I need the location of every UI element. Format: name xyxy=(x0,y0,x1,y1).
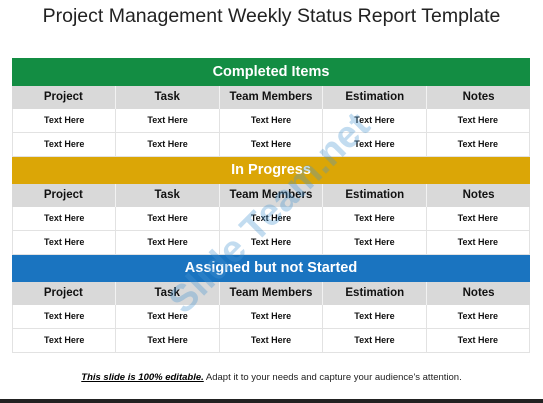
table-cell: Text Here xyxy=(220,207,324,230)
table-cell: Text Here xyxy=(220,109,324,132)
section-header: Assigned but not Started xyxy=(12,255,530,282)
table-row: Text Here Text Here Text Here Text Here … xyxy=(12,305,530,329)
table-cell: Text Here xyxy=(220,329,324,352)
table-cell: Text Here xyxy=(457,139,498,149)
table-cell: Text Here xyxy=(13,305,117,328)
table-cell: Text Here xyxy=(220,133,324,156)
section-completed: Completed Items Project Task Team Member… xyxy=(12,58,530,157)
column-header-task: Task xyxy=(116,86,220,109)
section-in-progress: In Progress Project Task Team Members Es… xyxy=(12,157,530,255)
table-row: Text Here Text Here Text Here Text Here … xyxy=(12,329,530,353)
column-header-row: Project Task Team Members Estimation Not… xyxy=(12,184,530,207)
table-cell: Text Here xyxy=(323,231,427,254)
table-cell: Text Here xyxy=(116,109,220,132)
table-row: Text Here Text Here Text Here Text Here … xyxy=(12,133,530,157)
column-header-project: Project xyxy=(12,86,116,109)
table-cell: Text Here xyxy=(220,305,324,328)
column-header-team-members: Team Members xyxy=(220,282,324,305)
column-header-estimation: Estimation xyxy=(323,184,428,207)
bottom-rule xyxy=(0,399,543,403)
column-header-project: Project xyxy=(12,282,116,305)
table-cell: Text Here xyxy=(13,231,117,254)
status-report-table: Completed Items Project Task Team Member… xyxy=(12,58,530,353)
table-cell: Text Here xyxy=(13,109,117,132)
table-cell: Text Here xyxy=(457,311,498,321)
table-cell: Text Here xyxy=(323,207,427,230)
table-cell: Text Here xyxy=(13,329,117,352)
column-header-estimation: Estimation xyxy=(323,86,428,109)
page-title: Project Management Weekly Status Report … xyxy=(42,5,501,27)
table-cell: Text Here xyxy=(116,231,220,254)
table-row: Text Here Text Here Text Here Text Here … xyxy=(12,109,530,133)
column-header-notes: Notes xyxy=(462,91,495,103)
table-cell: Text Here xyxy=(116,207,220,230)
column-header-team-members: Team Members xyxy=(220,184,324,207)
footer-text: Adapt it to your needs and capture your … xyxy=(203,372,462,383)
section-header: Completed Items xyxy=(12,58,530,86)
section-assigned-not-started: Assigned but not Started Project Task Te… xyxy=(12,255,530,353)
footer-emphasis: This slide is 100% editable. xyxy=(81,372,204,383)
table-row: Text Here Text Here Text Here Text Here … xyxy=(12,207,530,231)
table-cell: Text Here xyxy=(116,133,220,156)
column-header-notes: Notes xyxy=(462,189,495,201)
table-cell: Text Here xyxy=(457,237,498,247)
table-row: Text Here Text Here Text Here Text Here … xyxy=(12,231,530,255)
table-cell: Text Here xyxy=(116,329,220,352)
table-cell: Text Here xyxy=(457,213,498,223)
column-header-task: Task xyxy=(116,282,220,305)
table-cell: Text Here xyxy=(457,115,498,125)
table-cell: Text Here xyxy=(457,335,498,345)
column-header-task: Task xyxy=(116,184,220,207)
column-header-row: Project Task Team Members Estimation Not… xyxy=(12,86,530,109)
table-cell: Text Here xyxy=(220,231,324,254)
table-cell: Text Here xyxy=(323,329,427,352)
column-header-team-members: Team Members xyxy=(220,86,324,109)
table-cell: Text Here xyxy=(13,133,117,156)
table-cell: Text Here xyxy=(323,109,427,132)
table-cell: Text Here xyxy=(323,305,427,328)
column-header-row: Project Task Team Members Estimation Not… xyxy=(12,282,530,305)
column-header-project: Project xyxy=(12,184,116,207)
column-header-estimation: Estimation xyxy=(323,282,428,305)
column-header-notes: Notes xyxy=(462,287,495,299)
section-header: In Progress xyxy=(12,157,530,184)
table-cell: Text Here xyxy=(323,133,427,156)
footer-note: This slide is 100% editable. Adapt it to… xyxy=(0,372,543,383)
table-cell: Text Here xyxy=(13,207,117,230)
table-cell: Text Here xyxy=(116,305,220,328)
